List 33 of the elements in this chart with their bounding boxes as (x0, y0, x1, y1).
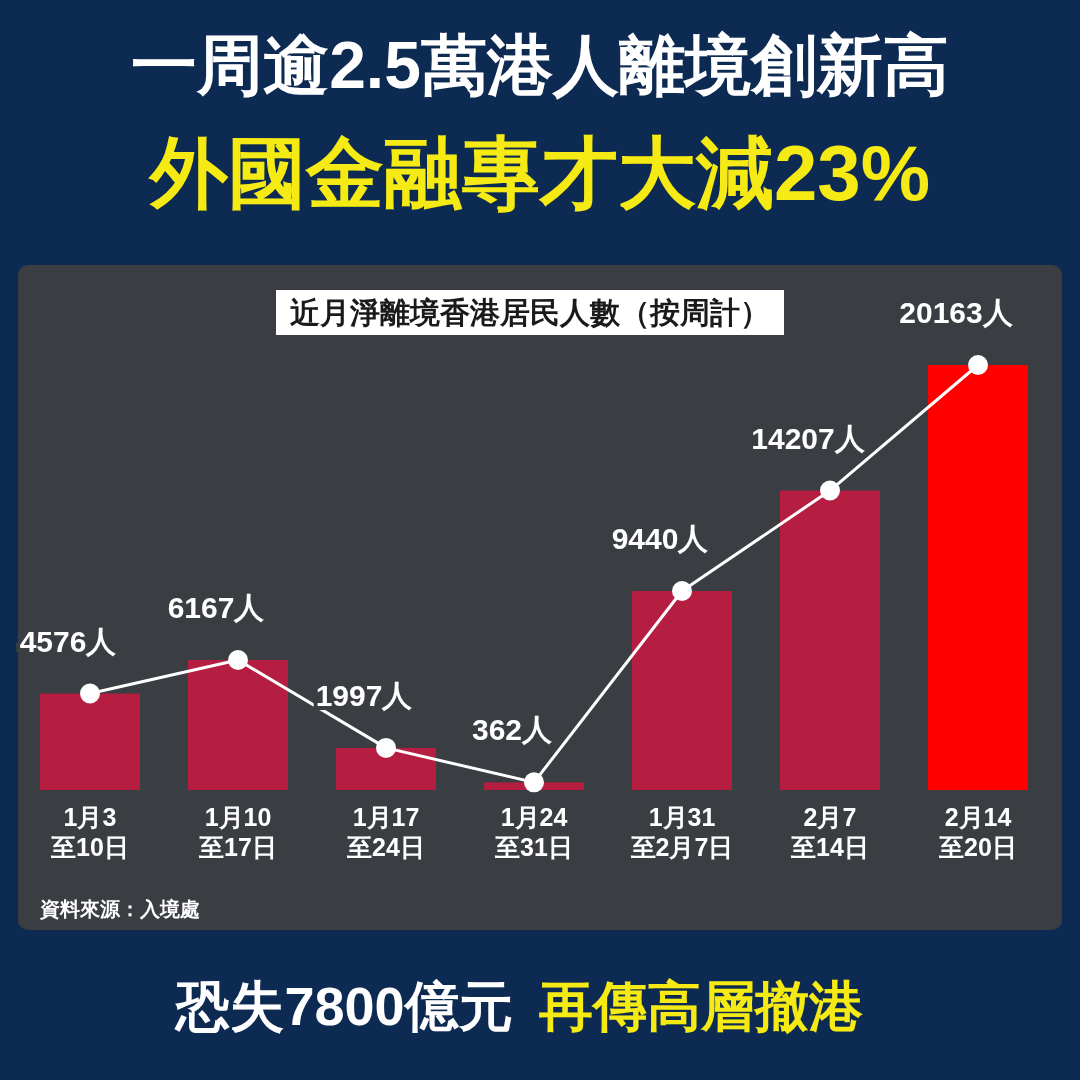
point (376, 737, 396, 758)
source-note: 資料來源：入境處 (39, 898, 200, 920)
x-tick-label: 2月14 至20日 (938, 803, 1017, 861)
bar (928, 365, 1028, 790)
chart-title: 一周逾2.5萬港人離境創新高 (131, 28, 949, 102)
chart-subtitle: 外國金融專才大減23% (147, 129, 931, 217)
point (80, 683, 100, 704)
point (968, 355, 988, 375)
bar (780, 490, 880, 790)
x-tick-label: 1月24 至31日 (494, 803, 573, 861)
bar (336, 747, 436, 790)
text: 近月淨離境香港居民人數（按周計） (290, 296, 770, 329)
point (672, 581, 692, 602)
point (820, 480, 840, 501)
bar (188, 660, 288, 790)
bar (40, 693, 140, 790)
data-label: 362人 (471, 713, 554, 747)
data-label: 9440人 (611, 522, 710, 556)
data-label: 14207人 (751, 421, 866, 455)
x-tick-label: 2月7 至14日 (790, 803, 869, 861)
data-label: 1997人 (315, 678, 414, 712)
text: 恐失7800億元 (174, 976, 513, 1036)
bar (632, 591, 732, 790)
x-tick-label: 1月31 至2月7日 (629, 803, 734, 861)
point (524, 772, 544, 793)
data-label: 6167人 (167, 591, 266, 625)
point (228, 650, 248, 671)
x-tick-label: 1月3 至10日 (50, 803, 129, 861)
x-tick-label: 1月17 至24日 (346, 803, 425, 861)
text: 再傳高層撤港 (537, 976, 863, 1036)
data-label: 20163人 (899, 296, 1014, 329)
data-label: 4576人 (19, 624, 118, 658)
x-tick-label: 1月10 至17日 (198, 803, 277, 861)
